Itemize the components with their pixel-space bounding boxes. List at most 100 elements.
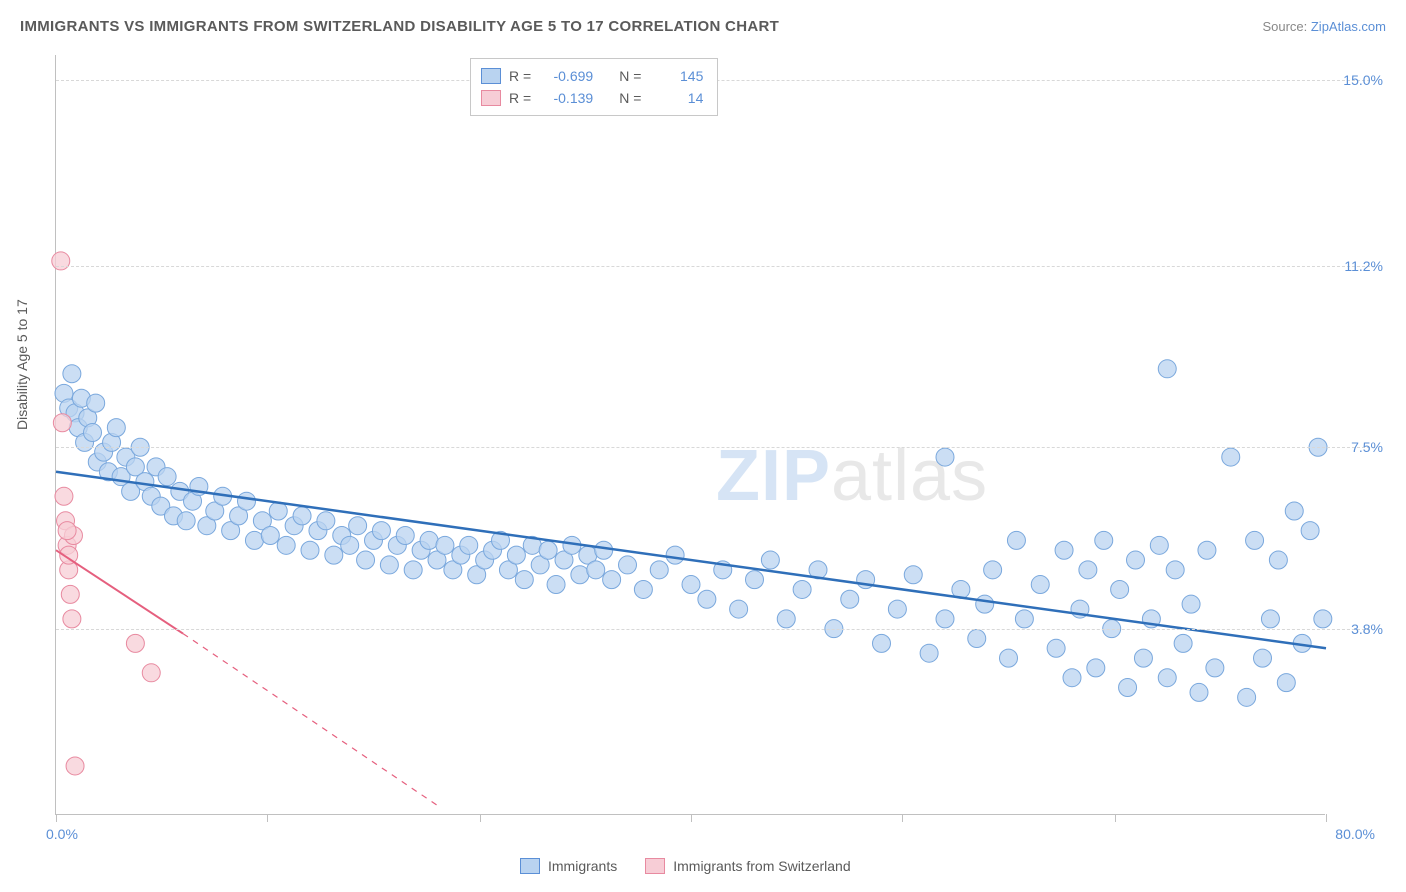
scatter-point bbox=[1314, 610, 1332, 628]
scatter-point bbox=[1269, 551, 1287, 569]
n-label: N = bbox=[619, 65, 641, 87]
r-label: R = bbox=[509, 65, 531, 87]
scatter-point bbox=[603, 571, 621, 589]
scatter-point bbox=[396, 527, 414, 545]
scatter-point bbox=[841, 590, 859, 608]
trend-line-dashed bbox=[183, 634, 437, 806]
scatter-point bbox=[142, 664, 160, 682]
scatter-point bbox=[177, 512, 195, 530]
legend-label: Immigrants bbox=[548, 858, 617, 874]
chart-title: IMMIGRANTS VS IMMIGRANTS FROM SWITZERLAN… bbox=[20, 18, 779, 35]
scatter-point bbox=[1182, 595, 1200, 613]
scatter-point bbox=[515, 571, 533, 589]
scatter-point bbox=[984, 561, 1002, 579]
scatter-point bbox=[1246, 531, 1264, 549]
scatter-point bbox=[404, 561, 422, 579]
scatter-point bbox=[66, 757, 84, 775]
scatter-point bbox=[595, 541, 613, 559]
scatter-point bbox=[1111, 580, 1129, 598]
scatter-svg bbox=[56, 55, 1325, 814]
legend-swatch bbox=[645, 858, 665, 874]
scatter-point bbox=[936, 610, 954, 628]
scatter-point bbox=[904, 566, 922, 584]
y-axis-label: Disability Age 5 to 17 bbox=[14, 299, 30, 430]
scatter-point bbox=[1150, 536, 1168, 554]
scatter-point bbox=[349, 517, 367, 535]
scatter-point bbox=[245, 531, 263, 549]
scatter-point bbox=[1206, 659, 1224, 677]
r-label: R = bbox=[509, 87, 531, 109]
scatter-point bbox=[619, 556, 637, 574]
scatter-point bbox=[730, 600, 748, 618]
scatter-point bbox=[1000, 649, 1018, 667]
x-tick bbox=[1115, 814, 1116, 822]
r-value: -0.699 bbox=[539, 65, 593, 87]
scatter-point bbox=[1007, 531, 1025, 549]
scatter-point bbox=[277, 536, 295, 554]
correlation-stats-box: R = -0.699 N = 145 R = -0.139 N = 14 bbox=[470, 58, 718, 116]
source-link[interactable]: ZipAtlas.com bbox=[1311, 19, 1386, 34]
x-tick bbox=[691, 814, 692, 822]
chart-plot-area: ZIPatlas 0.0% 80.0% 3.8%7.5%11.2%15.0% bbox=[55, 55, 1325, 815]
scatter-point bbox=[920, 644, 938, 662]
scatter-point bbox=[1047, 639, 1065, 657]
r-value: -0.139 bbox=[539, 87, 593, 109]
x-tick bbox=[267, 814, 268, 822]
scatter-point bbox=[460, 536, 478, 554]
legend-swatch bbox=[481, 90, 501, 106]
scatter-point bbox=[539, 541, 557, 559]
y-tick-label: 7.5% bbox=[1351, 439, 1383, 455]
scatter-point bbox=[1127, 551, 1145, 569]
legend-item: Immigrants from Switzerland bbox=[645, 858, 850, 874]
scatter-point bbox=[420, 531, 438, 549]
scatter-point bbox=[53, 414, 71, 432]
scatter-point bbox=[1261, 610, 1279, 628]
scatter-point bbox=[158, 468, 176, 486]
x-axis-min-label: 0.0% bbox=[46, 826, 78, 842]
n-label: N = bbox=[619, 87, 641, 109]
scatter-point bbox=[1158, 669, 1176, 687]
scatter-point bbox=[325, 546, 343, 564]
scatter-point bbox=[1031, 576, 1049, 594]
gridline bbox=[56, 447, 1375, 448]
scatter-point bbox=[793, 580, 811, 598]
scatter-point bbox=[317, 512, 335, 530]
scatter-point bbox=[357, 551, 375, 569]
legend-bottom: Immigrants Immigrants from Switzerland bbox=[520, 858, 851, 874]
x-tick bbox=[1326, 814, 1327, 822]
gridline bbox=[56, 629, 1375, 630]
legend-item: Immigrants bbox=[520, 858, 617, 874]
scatter-point bbox=[293, 507, 311, 525]
n-value: 14 bbox=[649, 87, 703, 109]
n-value: 145 bbox=[649, 65, 703, 87]
scatter-point bbox=[698, 590, 716, 608]
scatter-point bbox=[63, 610, 81, 628]
scatter-point bbox=[777, 610, 795, 628]
scatter-point bbox=[746, 571, 764, 589]
scatter-point bbox=[380, 556, 398, 574]
scatter-point bbox=[1095, 531, 1113, 549]
scatter-point bbox=[436, 536, 454, 554]
scatter-point bbox=[976, 595, 994, 613]
scatter-point bbox=[301, 541, 319, 559]
scatter-point bbox=[634, 580, 652, 598]
scatter-point bbox=[888, 600, 906, 618]
legend-swatch bbox=[481, 68, 501, 84]
scatter-point bbox=[1222, 448, 1240, 466]
scatter-point bbox=[1198, 541, 1216, 559]
scatter-point bbox=[107, 419, 125, 437]
scatter-point bbox=[666, 546, 684, 564]
scatter-point bbox=[571, 566, 589, 584]
gridline bbox=[56, 266, 1375, 267]
scatter-point bbox=[547, 576, 565, 594]
x-axis-max-label: 80.0% bbox=[1335, 826, 1375, 842]
source-prefix: Source: bbox=[1262, 19, 1310, 34]
scatter-point bbox=[1166, 561, 1184, 579]
x-tick bbox=[480, 814, 481, 822]
scatter-point bbox=[1174, 634, 1192, 652]
scatter-point bbox=[1134, 649, 1152, 667]
scatter-point bbox=[1158, 360, 1176, 378]
scatter-point bbox=[1055, 541, 1073, 559]
scatter-point bbox=[84, 424, 102, 442]
scatter-point bbox=[1063, 669, 1081, 687]
